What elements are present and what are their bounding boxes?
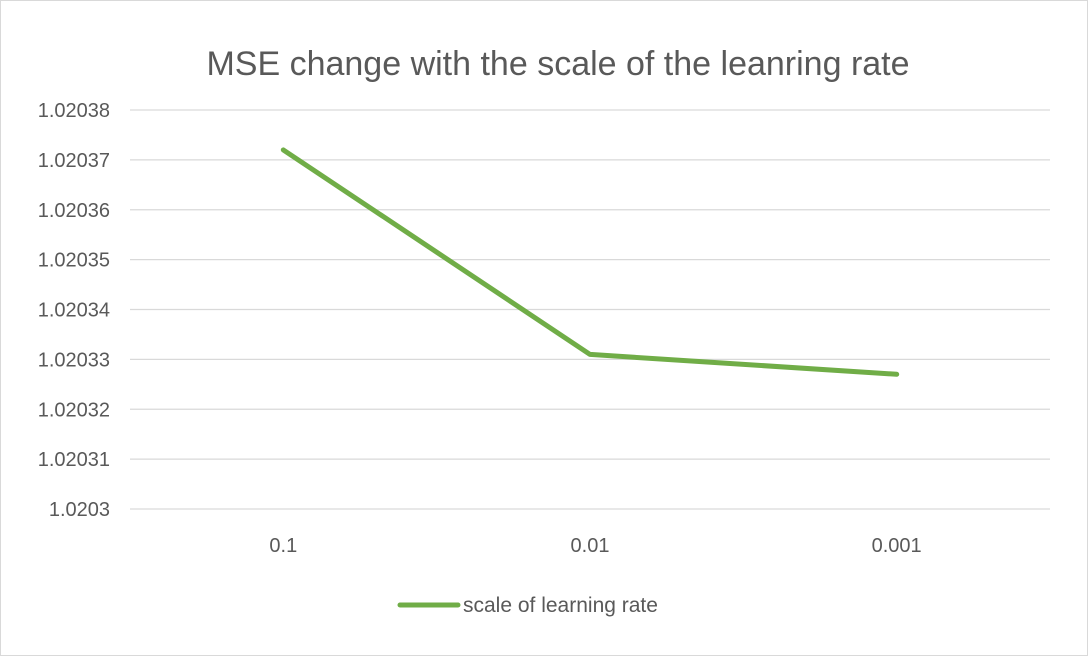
x-tick-label: 0.001: [872, 535, 922, 557]
x-axis-tick-labels: 0.1 0.01 0.001: [269, 535, 921, 557]
y-tick-label: 1.0203: [49, 499, 110, 521]
y-tick-label: 1.02037: [38, 150, 110, 172]
legend: scale of learning rate: [397, 594, 658, 617]
y-tick-label: 1.02034: [38, 300, 110, 322]
x-tick-label: 0.1: [269, 535, 297, 557]
series-lines: [280, 147, 900, 377]
y-axis-tick-labels: 1.0203 1.02031 1.02032 1.02033 1.02034 1.0203…: [38, 100, 110, 521]
x-tick-label: 0.01: [571, 535, 610, 557]
y-tick-label: 1.02038: [38, 100, 110, 122]
y-tick-label: 1.02031: [38, 449, 110, 471]
y-tick-label: 1.02033: [38, 349, 110, 371]
y-tick-label: 1.02035: [38, 250, 110, 272]
y-tick-label: 1.02036: [38, 200, 110, 222]
series-line: [280, 147, 900, 377]
chart-title: MSE change with the scale of the leanrin…: [206, 45, 909, 83]
y-tick-label: 1.02032: [38, 399, 110, 421]
gridlines: [130, 109, 1050, 510]
legend-label: scale of learning rate: [463, 594, 658, 617]
